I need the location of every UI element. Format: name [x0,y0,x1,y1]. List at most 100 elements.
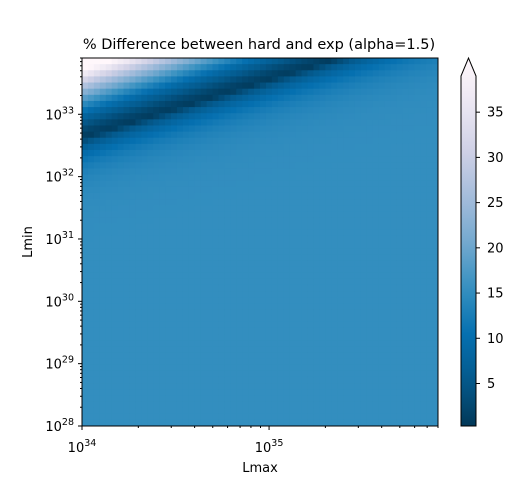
heatmap-cell [402,242,409,249]
heatmap-cell [307,223,314,231]
heatmap-cell [87,199,95,206]
heatmap-cell [200,58,208,65]
heatmap-cell [200,248,208,255]
heatmap-cell [420,407,427,415]
heatmap-cell [366,88,374,96]
heatmap-cell [129,205,136,212]
heatmap-cell [188,278,196,286]
heatmap-cell [325,180,332,188]
heatmap-cell [360,407,368,415]
heatmap-cell [194,334,202,341]
heatmap-cell [117,370,125,378]
heatmap-cell [123,229,131,237]
heatmap-cell [93,376,101,384]
heatmap-cell [206,229,214,237]
heatmap-cell [307,291,314,298]
heatmap-cell [414,321,421,329]
heatmap-cell [159,315,166,323]
heatmap-cell [212,401,220,409]
heatmap-cell [390,119,398,127]
heatmap-cell [396,358,403,366]
heatmap-cell [271,64,279,71]
heatmap-cell [182,395,190,403]
heatmap-cell [313,70,320,77]
heatmap-cell [165,334,172,341]
heatmap-cell [176,383,184,390]
heatmap-cell [390,352,398,360]
heatmap-cell [171,340,178,347]
heatmap-cell [301,137,309,145]
heatmap-cell [236,107,243,114]
heatmap-cell [224,254,231,261]
heatmap-cell [129,242,136,249]
heatmap-cell [206,260,214,268]
heatmap-cell [390,321,398,329]
heatmap-cell [349,186,356,194]
heatmap-cell [153,266,160,274]
heatmap-cell [212,242,220,249]
heatmap-cell [99,107,107,114]
heatmap-cell [372,217,380,225]
heatmap-cell [141,107,148,114]
heatmap-cell [218,192,225,200]
heatmap-cell [135,370,142,378]
heatmap-cell [301,94,309,102]
heatmap-cell [248,413,255,421]
heatmap-cell [111,94,119,102]
heatmap-cell [230,94,237,102]
heatmap-cell [289,352,297,360]
heatmap-cell [271,376,279,384]
heatmap-cell [289,370,297,378]
heatmap-cell [307,186,314,194]
heatmap-cell [360,419,368,426]
heatmap-cell [105,143,113,151]
heatmap-cell [325,315,332,323]
heatmap-cell [105,229,113,237]
heatmap-cell [188,137,196,145]
heatmap-cell [325,88,332,96]
heatmap-cell [372,364,380,372]
heatmap-cell [378,192,386,200]
heatmap-cell [301,284,309,292]
heatmap-cell [366,82,374,90]
heatmap-cell [408,284,415,292]
heatmap-cell [390,364,398,372]
heatmap-cell [313,395,320,403]
heatmap-cell [354,88,362,96]
heatmap-cell [93,70,101,77]
heatmap-cell [194,297,202,304]
heatmap-cell [337,125,344,133]
heatmap-cell [271,229,279,237]
heatmap-cell [188,383,196,390]
heatmap-cell [230,376,237,384]
heatmap-cell [129,364,136,372]
heatmap-cell [141,229,148,237]
heatmap-cell [354,419,362,426]
heatmap-cell [194,168,202,176]
heatmap-cell [343,248,350,255]
heatmap-cell [159,291,166,298]
heatmap-cell [420,327,427,335]
heatmap-cell [432,278,438,286]
heatmap-cell [99,137,107,145]
heatmap-cell [206,162,214,169]
heatmap-cell [432,58,438,65]
heatmap-cell [408,291,415,298]
heatmap-cell [301,395,309,403]
heatmap-cell [366,223,374,231]
heatmap-cell [354,254,362,261]
heatmap-cell [277,309,285,317]
heatmap-cell [147,199,154,206]
heatmap-cell [343,150,350,157]
heatmap-cell [402,284,409,292]
heatmap-cell [87,254,95,261]
heatmap-cell [200,205,208,212]
heatmap-cell [93,260,101,268]
heatmap-cell [129,407,136,415]
heatmap-cell [230,248,237,255]
heatmap-cell [402,94,409,102]
heatmap-cell [224,419,231,426]
heatmap-cell [105,327,113,335]
heatmap-cell [200,254,208,261]
heatmap-cell [171,205,178,212]
